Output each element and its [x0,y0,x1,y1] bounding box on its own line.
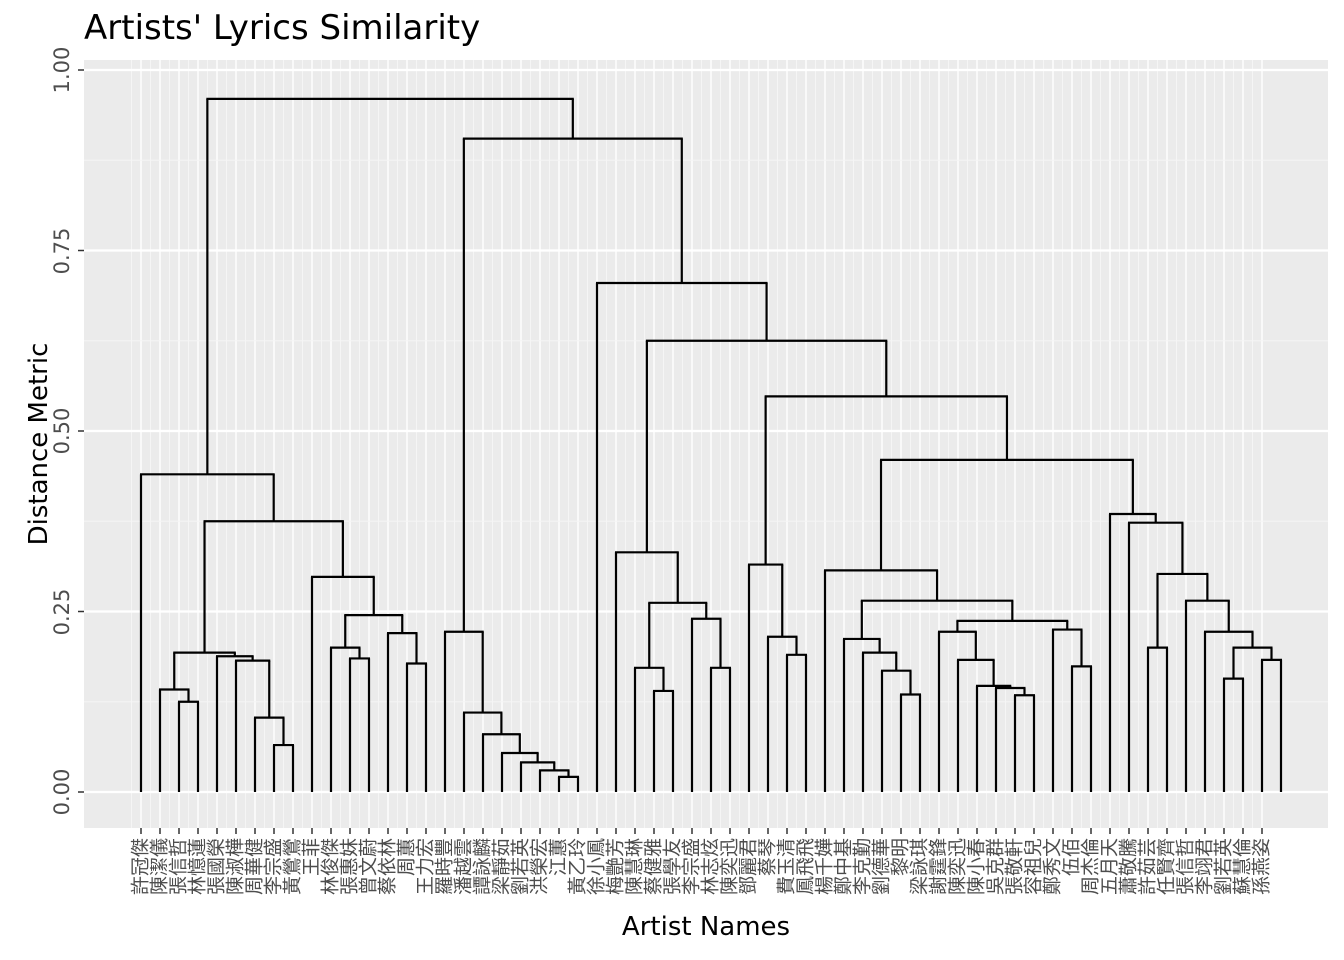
x-tick-label: 李翊君 [1194,838,1216,895]
x-tick-label: 陳小春 [966,838,988,895]
x-tick-label: 許茹芸 [1137,838,1159,895]
x-tick-label: 林俊傑 [320,838,342,895]
x-tick-label: 李宗盛 [263,838,285,895]
x-tick-label: 劉德華 [871,838,893,895]
x-tick-label: 蔡健雅 [643,838,665,895]
x-tick-label: 陳潔儀 [149,838,171,895]
chart-title: Artists' Lyrics Similarity [84,8,481,48]
x-tick-label: 伍佰 [1061,838,1083,876]
x-tick-label: 王力宏 [415,838,437,895]
x-tick-label: 黃鶯鶯 [282,838,304,895]
x-tick-label: 譚詠麟 [472,838,494,895]
x-tick-label: 費玉清 [776,838,798,895]
x-tick-label: 劉若英 [1213,838,1235,895]
x-tick-label: 蘇慧倫 [1232,838,1254,895]
x-axis-label: Artist Names [621,912,791,942]
x-tick-label: 鄭中基 [833,838,855,895]
x-tick-label: 孫燕姿 [1251,838,1273,895]
x-tick-label: 潘越雲 [453,838,475,895]
x-tick-label: 蕭敬騰 [1118,838,1140,895]
x-tick-label: 黎明 [890,838,912,876]
x-tick-label: 鄧麗君 [738,838,760,895]
x-tick-label: 王菲 [301,838,323,876]
x-tick-label: 周華健 [244,838,266,895]
x-tick-label: 任賢齊 [1156,838,1178,895]
x-tick-label: 羅時豐 [434,838,456,895]
x-tick-label: 林憶蓮 [187,838,209,895]
x-tick-label: 容祖兒 [1023,838,1045,895]
x-tick-label: 張學友 [662,838,684,895]
x-tick-label: 蔡琴 [757,838,779,876]
x-tick-label: 謝霆鋒 [928,838,950,895]
x-tick-label: 陳淑樺 [225,838,247,895]
x-tick-label: 張信哲 [168,838,190,895]
x-tick-label: 張國榮 [206,838,228,895]
x-tick-label: 楊千嬅 [814,838,836,895]
x-tick-label: 鳳飛飛 [795,838,817,895]
x-tick-label: 鄭秀文 [1042,838,1064,895]
x-tick-label: 張敬軒 [1004,838,1026,895]
x-tick-label: 劉若英 [510,838,532,895]
x-tick-label: 吳克群 [985,838,1007,895]
x-tick-label: 曾文蔚 [358,838,380,895]
x-tick-label: 梁靜茹 [491,838,513,895]
x-tick-label: 張信哲 [1175,838,1197,895]
x-tick-label: 許冠傑 [130,838,152,895]
x-tick-label: 張惠妹 [339,838,361,895]
x-tick-label: 陳奕迅 [719,838,741,895]
x-tick-label: 梅艷芳 [605,838,627,895]
x-tick-label: 李克勤 [852,838,874,895]
plot-panel [84,60,1328,828]
x-tick-label: 陳慧琳 [624,838,646,895]
x-tick-label: 林志炫 [700,838,722,895]
x-tick-label: 五月天 [1099,838,1121,895]
x-tick-label: 李宗盛 [681,838,703,895]
x-tick-label: 梁詠琪 [909,838,931,895]
x-tick-label: 徐小鳳 [586,838,608,895]
x-tick-label: 蔡依林 [377,838,399,895]
x-tick-label: 江蕙 [548,838,570,876]
x-tick-label: 周杰倫 [1080,838,1102,895]
x-tick-label: 黃乙玲 [567,838,589,895]
x-tick-label: 陳奕迅 [947,838,969,895]
x-tick-label: 周蕙 [396,838,418,876]
x-tick-label: 洪榮宏 [529,838,551,895]
